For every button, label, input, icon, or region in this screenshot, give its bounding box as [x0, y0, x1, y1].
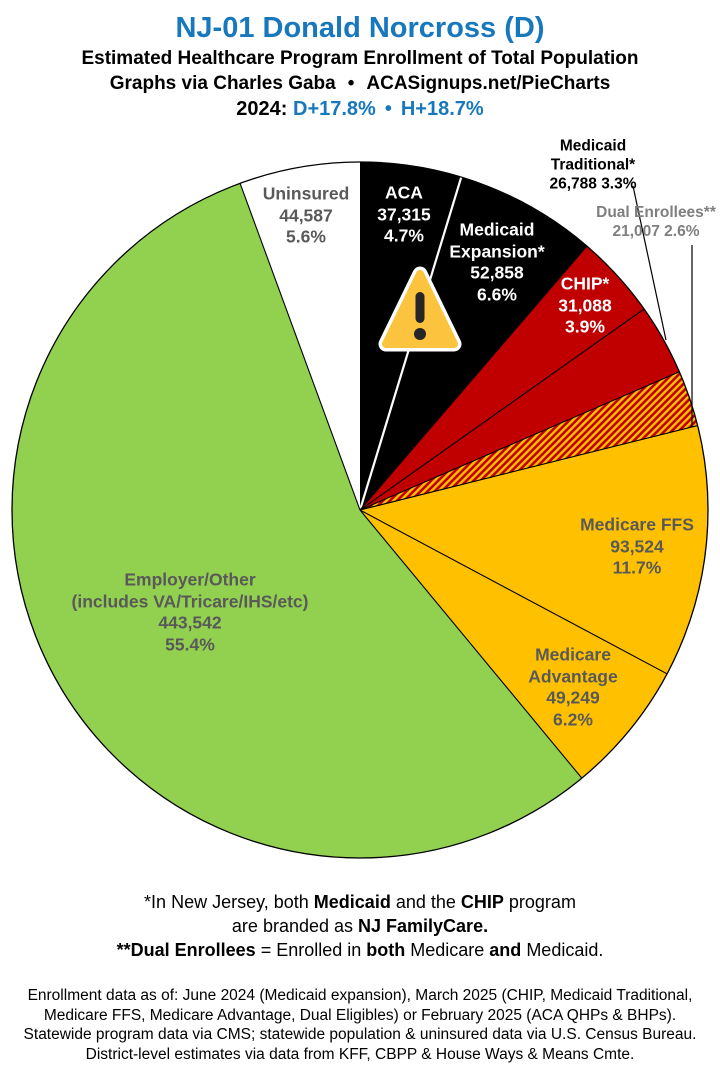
source-line: Medicare FFS, Medicare Advantage, Dual E…: [43, 1006, 677, 1024]
slice-divider: [239, 183, 361, 511]
leader-line: [632, 185, 667, 341]
slice-divider: [359, 509, 583, 779]
slice-divider: [359, 509, 668, 675]
footnotes: *In New Jersey, both Medicaid and the CH…: [0, 890, 720, 962]
slice-divider: [359, 425, 698, 511]
slice-medicaid-traditional: [360, 309, 680, 510]
footnote-line: **Dual Enrollees = Enrolled in both Medi…: [116, 940, 604, 960]
slice-medicaid-expansion: [360, 177, 587, 510]
source-notes: Enrollment data as of: June 2024 (Medica…: [0, 986, 720, 1064]
slice-divider: [359, 245, 588, 511]
site-text: ACASignups.net/PieCharts: [366, 73, 611, 94]
label-leader-lines: [632, 185, 693, 427]
election-margin-line: 2024: D+17.8% • H+18.7%: [0, 96, 720, 122]
source-line: Enrollment data as of: June 2024 (Medica…: [27, 987, 693, 1004]
slice-medicare-ffs: [360, 425, 708, 674]
pie-chart: [11, 161, 709, 859]
slice-divider: [359, 308, 645, 511]
pie-outline: [11, 161, 709, 859]
slice-dual-enrollees: [360, 371, 698, 510]
slice-uninsured: [240, 162, 360, 510]
credit-text: Graphs via Charles Gaba: [109, 73, 336, 94]
source-line: Statewide program data via CMS; statewid…: [23, 1026, 697, 1043]
bullet-separator: •: [347, 73, 355, 94]
slice-medicare-advantage: [360, 510, 668, 779]
slice-dividers: [239, 176, 698, 779]
slice-chip: [360, 246, 645, 510]
subtitle-line1: Estimated Healthcare Program Enrollment …: [81, 48, 639, 69]
source-line: District-level estimates via data from K…: [85, 1045, 635, 1063]
slice-employer-other: [12, 183, 582, 858]
dem-margin: D+17.8%: [293, 98, 376, 120]
slice-divider: [359, 371, 680, 511]
year-label: 2024:: [236, 98, 288, 120]
margin-bullet: •: [384, 98, 392, 120]
pie-slices: [12, 162, 708, 858]
warning-icon: [378, 266, 462, 352]
footnote-line: are branded as NJ FamilyCare.: [231, 916, 489, 936]
header: NJ-01 Donald Norcross (D) Estimated Heal…: [0, 10, 720, 122]
subtitle-line2: Graphs via Charles Gaba • ACASignups.net/P…: [0, 71, 720, 96]
page-title: NJ-01 Donald Norcross (D): [175, 12, 545, 44]
pres-margin: H+18.7%: [400, 98, 484, 120]
footnote-line: *In New Jersey, both Medicaid and the CH…: [144, 892, 576, 912]
